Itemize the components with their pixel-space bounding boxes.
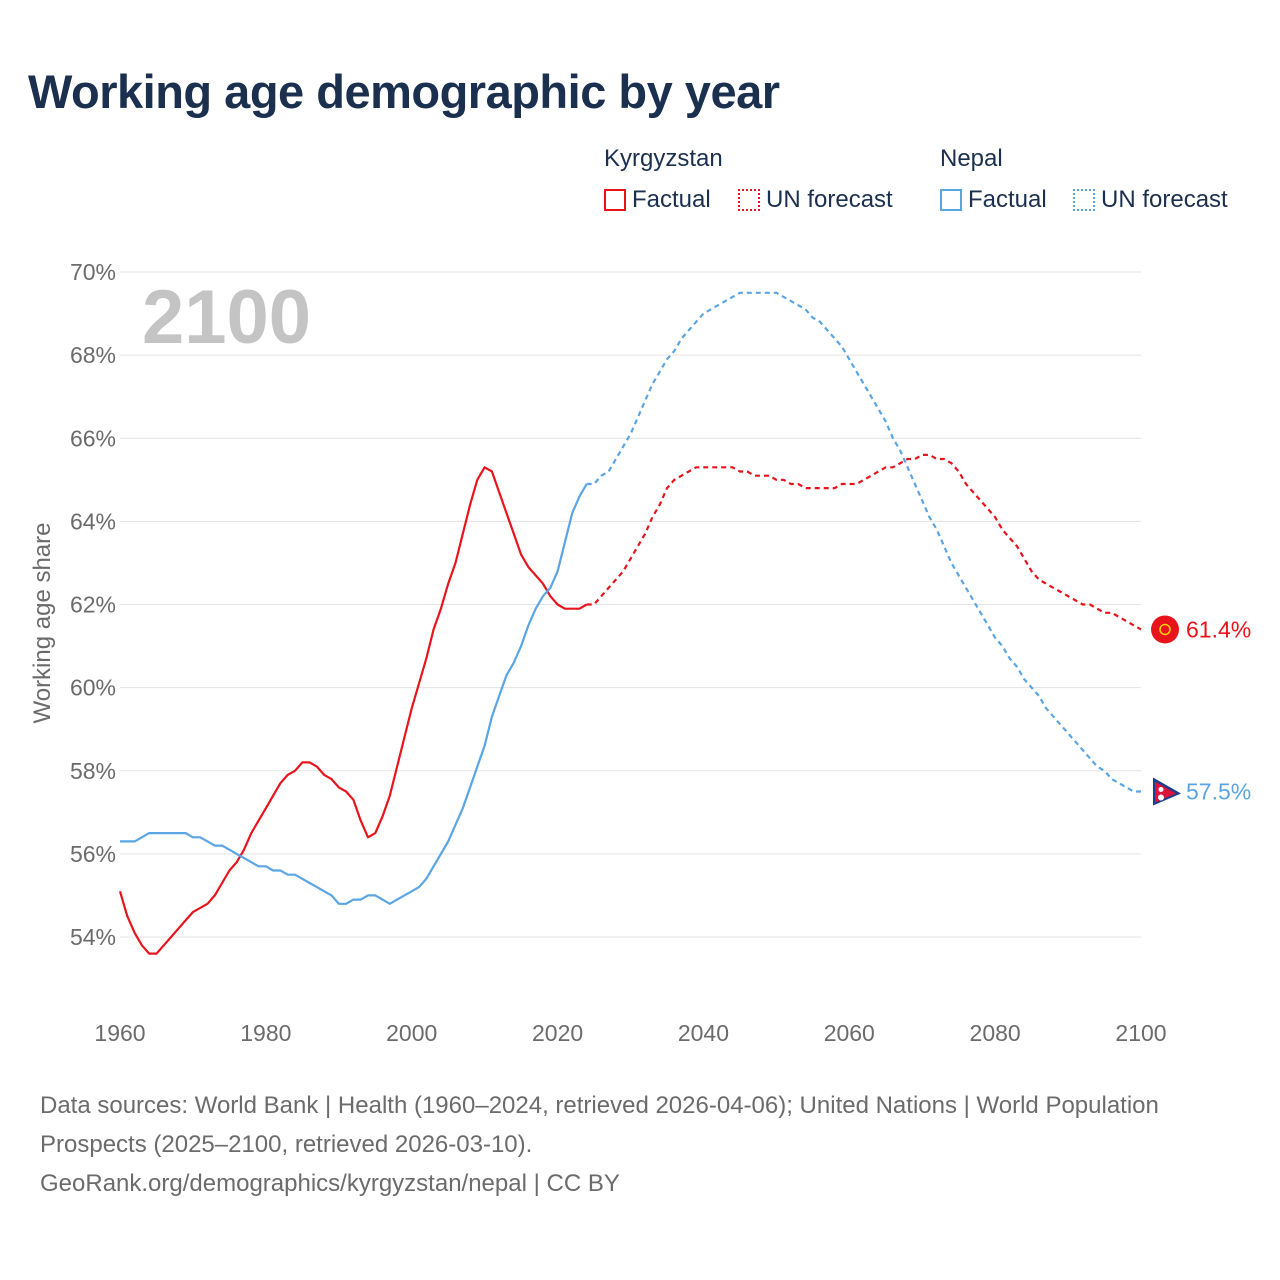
legend-swatch-dotted-blue bbox=[1073, 189, 1095, 211]
x-tick-label: 1980 bbox=[240, 1020, 291, 1046]
legend-nepal-factual[interactable]: Factual bbox=[940, 186, 1047, 214]
legend-kyrgyzstan-factual[interactable]: Factual bbox=[604, 186, 711, 214]
legend-label: UN forecast bbox=[1101, 186, 1228, 213]
y-axis-ticks: 54% 56% 58% 60% 62% 64% 66% 68% 70% bbox=[70, 259, 116, 950]
y-tick-label: 66% bbox=[70, 425, 116, 451]
series-end-label-nepal: 57.5% bbox=[1186, 779, 1251, 805]
legend-nepal-forecast[interactable]: UN forecast bbox=[1073, 186, 1228, 214]
x-tick-label: 2040 bbox=[678, 1020, 729, 1046]
grid-lines bbox=[120, 271, 1141, 938]
kyrgyzstan-flag-icon bbox=[1151, 615, 1179, 644]
footer-sources: Data sources: World Bank | Health (1960–… bbox=[40, 1092, 1159, 1158]
y-tick-label: 62% bbox=[70, 592, 116, 618]
x-tick-label: 2020 bbox=[532, 1020, 583, 1046]
legend-label: Factual bbox=[632, 186, 711, 213]
sun-icon bbox=[1159, 623, 1171, 636]
y-tick-label: 68% bbox=[70, 342, 116, 368]
series-lines bbox=[118, 291, 1142, 955]
series-line-kyrgyzstan-forecast bbox=[586, 453, 1142, 631]
series-line-nepal-factual bbox=[120, 483, 588, 905]
year-watermark: 2100 bbox=[142, 275, 311, 360]
series-end-label-kyrgyzstan: 61.4% bbox=[1186, 616, 1251, 642]
legend-label: Factual bbox=[968, 186, 1047, 213]
series-end-markers: 61.4% 57.5% bbox=[1151, 615, 1251, 806]
series-line-kyrgyzstan-factual bbox=[118, 466, 588, 955]
chart-title: Working age demographic by year bbox=[28, 65, 780, 118]
footer-credit[interactable]: GeoRank.org/demographics/kyrgyzstan/nepa… bbox=[40, 1170, 620, 1197]
sun-icon bbox=[1158, 794, 1164, 801]
series-line-nepal-forecast bbox=[586, 291, 1141, 793]
legend-swatch-solid-blue bbox=[940, 189, 962, 211]
legend-label: UN forecast bbox=[766, 186, 893, 213]
legend-swatch-dotted-red bbox=[738, 189, 760, 211]
y-tick-label: 64% bbox=[70, 508, 116, 534]
moon-icon bbox=[1158, 787, 1164, 793]
y-tick-label: 70% bbox=[70, 259, 116, 285]
x-axis-ticks: 1960 1980 2000 2020 2040 2060 2080 2100 bbox=[94, 1020, 1166, 1046]
y-tick-label: 60% bbox=[70, 675, 116, 701]
legend-group-nepal: Nepal bbox=[940, 145, 1003, 172]
y-tick-label: 56% bbox=[70, 841, 116, 867]
legend-group-kyrgyzstan: Kyrgyzstan bbox=[604, 145, 723, 172]
x-tick-label: 2100 bbox=[1115, 1020, 1166, 1046]
line-chart: 54% 56% 58% 60% 62% 64% 66% 68% 70% 1960 1980 2000… bbox=[29, 259, 1251, 1046]
legend-kyrgyzstan-forecast[interactable]: UN forecast bbox=[738, 186, 893, 214]
y-axis-label: Working age share bbox=[29, 523, 56, 724]
x-tick-label: 2060 bbox=[824, 1020, 875, 1046]
y-tick-label: 54% bbox=[70, 924, 116, 950]
x-tick-label: 2000 bbox=[386, 1020, 437, 1046]
x-tick-label: 1960 bbox=[94, 1020, 145, 1046]
x-tick-label: 2080 bbox=[970, 1020, 1021, 1046]
footer: Data sources: World Bank | Health (1960–… bbox=[40, 1086, 1240, 1203]
legend-swatch-solid-red bbox=[604, 189, 626, 211]
y-tick-label: 58% bbox=[70, 758, 116, 784]
